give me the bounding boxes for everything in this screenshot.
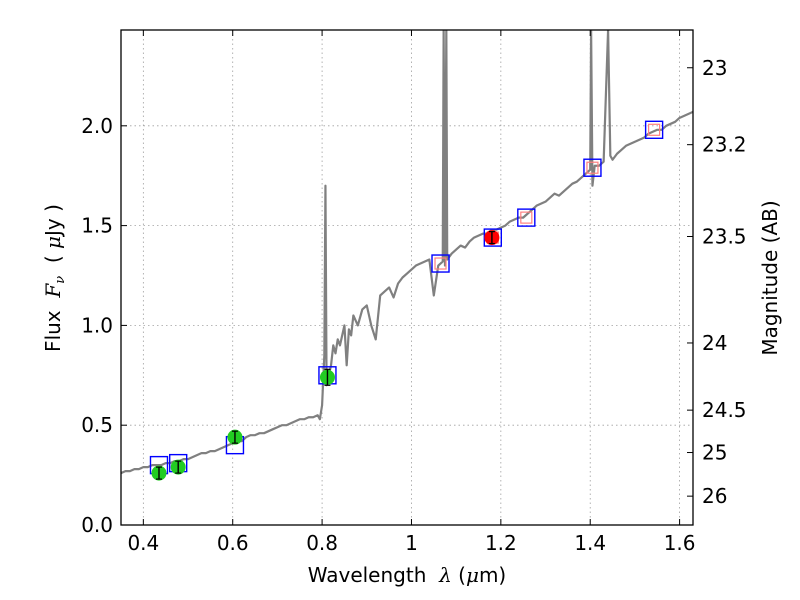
y2-tick-label: 24 <box>702 331 727 355</box>
x-tick-label: 1 <box>405 531 418 555</box>
x-tick-label: 0.6 <box>217 531 249 555</box>
x-tick-label: 0.8 <box>306 531 338 555</box>
x-tick-label: 0.4 <box>127 531 159 555</box>
model-flux-inner-box <box>434 257 447 270</box>
y2-tick-label: 23.2 <box>702 133 747 157</box>
y2-tick-label: 24.5 <box>702 398 747 422</box>
y-tick-label: 0.5 <box>81 413 113 437</box>
y-axis-label: Flux Fν ( μJy ) <box>41 204 68 352</box>
spectrum-line <box>121 30 693 475</box>
model-flux-box <box>583 158 602 177</box>
plot-frame <box>120 29 694 526</box>
ticks: 0.4 0.6 0.8 1 1.2 1.4 1.6 0.0 0.5 1.0 1.5 2.0 23 23.2… <box>81 30 747 555</box>
grid <box>121 30 693 525</box>
x-tick-label: 1.6 <box>664 531 696 555</box>
x-axis-label: Wavelength λ (μm) <box>308 563 507 587</box>
model-flux-box <box>517 208 536 227</box>
y-tick-label: 2.0 <box>81 114 113 138</box>
y2-axis-label: Magnitude (AB) <box>758 200 782 355</box>
model-flux-inner-box <box>648 123 661 136</box>
model-flux-box <box>483 228 502 247</box>
y2-tick-label: 25 <box>702 441 727 465</box>
y2-tick-label: 23.5 <box>702 224 747 248</box>
y-tick-label: 1.5 <box>81 214 113 238</box>
plot-series <box>121 30 693 481</box>
y2-tick-label: 26 <box>702 484 727 508</box>
y2-tick-label: 23 <box>702 56 727 80</box>
x-tick-label: 1.2 <box>485 531 517 555</box>
x-tick-label: 1.4 <box>574 531 606 555</box>
model-flux-box <box>644 120 664 139</box>
model-flux-box <box>431 254 450 273</box>
model-flux-inner-box <box>586 161 599 174</box>
y-tick-label: 1.0 <box>81 313 113 337</box>
model-flux-inner-box <box>520 211 533 224</box>
y-tick-label: 0.0 <box>81 513 113 537</box>
